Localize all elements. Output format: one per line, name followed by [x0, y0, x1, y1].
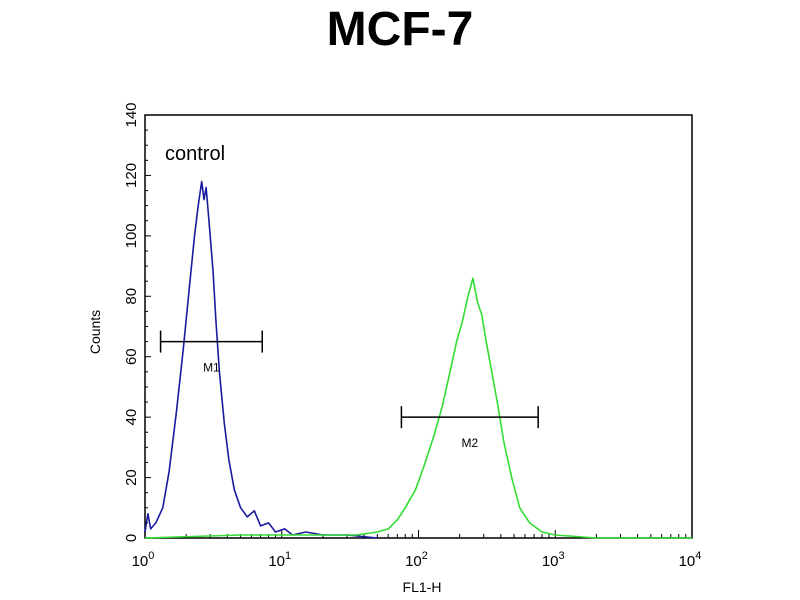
plot-frame [144, 114, 693, 539]
x-tick-label: 100 [132, 550, 155, 570]
marker-layer: M1 M2 [159, 330, 539, 450]
x-axis: 100 101 102 103 104 [132, 530, 702, 570]
y-axis-label: Counts [87, 310, 103, 354]
y-tick-label: 80 [123, 288, 140, 305]
y-axis: 0 20 40 60 80 100 120 140 [123, 102, 151, 542]
x-axis-label: FL1-H [403, 579, 442, 595]
gate-label: M2 [461, 436, 478, 450]
y-tick-label: 140 [123, 102, 140, 127]
series-layer [144, 180, 692, 539]
x-tick-label: 102 [405, 550, 428, 570]
y-tick-label: 40 [123, 409, 140, 426]
sample-histogram-line [144, 277, 692, 539]
y-tick-label: 60 [123, 348, 140, 365]
x-tick-label: 101 [268, 550, 291, 570]
gate-label: M1 [203, 361, 220, 375]
x-tick-label: 103 [542, 550, 565, 570]
x-tick-label: 104 [679, 550, 702, 570]
control-annotation: control [165, 143, 225, 165]
y-tick-label: 100 [123, 223, 140, 248]
control-histogram-line [144, 180, 378, 539]
y-tick-label: 20 [123, 469, 140, 486]
y-tick-label: 120 [123, 163, 140, 188]
y-tick-label: 0 [123, 534, 140, 542]
chart-title: MCF-7 [326, 3, 474, 56]
